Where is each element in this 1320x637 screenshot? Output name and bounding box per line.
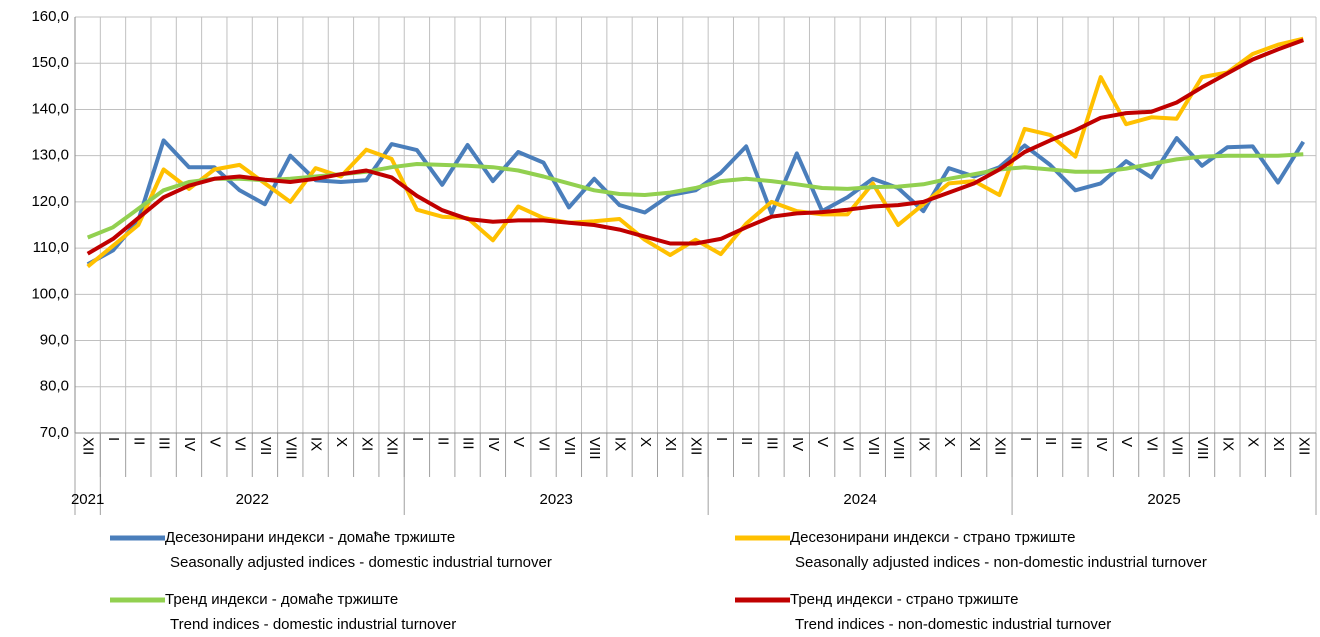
x-tick-label: X bbox=[1245, 437, 1262, 447]
x-tick-label: IX bbox=[1219, 437, 1236, 451]
x-tick-label: VI bbox=[1143, 437, 1160, 451]
x-tick-label: VII bbox=[257, 437, 274, 455]
x-tick-label: IV bbox=[181, 437, 198, 451]
y-tick-label: 90,0 bbox=[40, 332, 69, 349]
legend-label: Десезонирани индекси - страно тржиште bbox=[790, 529, 1076, 546]
x-tick-label: VI bbox=[536, 437, 553, 451]
x-tick-label: XII bbox=[991, 437, 1008, 455]
x-tick-label: IV bbox=[1093, 437, 1110, 451]
y-tick-label: 140,0 bbox=[31, 100, 69, 117]
x-tick-label: II bbox=[130, 437, 147, 445]
y-tick-label: 100,0 bbox=[31, 285, 69, 302]
x-tick-label: IV bbox=[485, 437, 502, 451]
x-tick-label: X bbox=[333, 437, 350, 447]
year-label: 2021 bbox=[71, 491, 104, 508]
series-line bbox=[86, 136, 1305, 267]
legend-label: Seasonally adjusted indices - domestic i… bbox=[170, 554, 552, 571]
x-tick-label: VII bbox=[865, 437, 882, 455]
legend-label: Trend indices - domestic industrial turn… bbox=[170, 616, 456, 632]
x-tick-label: I bbox=[713, 437, 730, 441]
x-tick-label: X bbox=[941, 437, 958, 447]
x-tick-label: IX bbox=[308, 437, 325, 451]
x-tick-label: II bbox=[434, 437, 451, 445]
x-tick-label: XII bbox=[80, 437, 97, 455]
legend-label: Тренд индекси - домаће тржиште bbox=[165, 591, 398, 608]
y-tick-label: 80,0 bbox=[40, 378, 69, 395]
y-tick-label: 150,0 bbox=[31, 54, 69, 71]
x-tick-label: VII bbox=[1169, 437, 1186, 455]
x-tick-label: III bbox=[460, 437, 477, 450]
x-tick-label: VIII bbox=[1194, 437, 1211, 460]
legend-label: Seasonally adjusted indices - non-domest… bbox=[795, 554, 1207, 571]
x-tick-label: VIII bbox=[586, 437, 603, 460]
x-tick-label: VIII bbox=[282, 437, 299, 460]
legend-label: Тренд индекси - страно тржиште bbox=[790, 591, 1018, 608]
x-tick-label: II bbox=[738, 437, 755, 445]
x-tick-label: V bbox=[1118, 437, 1135, 447]
x-tick-label: VIII bbox=[890, 437, 907, 460]
x-tick-label: III bbox=[1067, 437, 1084, 450]
year-label: 2024 bbox=[843, 491, 876, 508]
y-tick-label: 130,0 bbox=[31, 147, 69, 164]
x-tick-label: I bbox=[105, 437, 122, 441]
y-tick-label: 70,0 bbox=[40, 424, 69, 441]
legend-label: Trend indices - non-domestic industrial … bbox=[795, 616, 1111, 632]
x-tick-label: XI bbox=[358, 437, 375, 451]
x-tick-label: VII bbox=[561, 437, 578, 455]
y-tick-label: 110,0 bbox=[33, 239, 69, 256]
year-label: 2023 bbox=[540, 491, 573, 508]
x-tick-label: XII bbox=[688, 437, 705, 455]
x-tick-label: I bbox=[409, 437, 426, 441]
y-tick-label: 120,0 bbox=[31, 193, 69, 210]
x-tick-label: VI bbox=[232, 437, 249, 451]
x-tick-label: XI bbox=[662, 437, 679, 451]
x-tick-label: XII bbox=[384, 437, 401, 455]
x-tick-label: IX bbox=[915, 437, 932, 451]
y-tick-label: 160,0 bbox=[31, 8, 69, 25]
x-tick-label: X bbox=[637, 437, 654, 447]
x-tick-label: III bbox=[156, 437, 173, 450]
x-tick-label: V bbox=[510, 437, 527, 447]
x-tick-label: XI bbox=[1270, 437, 1287, 451]
x-tick-label: IX bbox=[612, 437, 629, 451]
series-line bbox=[86, 152, 1304, 240]
legend-label: Десезонирани индекси - домаће тржиште bbox=[165, 529, 455, 546]
x-tick-label: V bbox=[814, 437, 831, 447]
series-line bbox=[86, 38, 1304, 256]
x-tick-label: V bbox=[206, 437, 223, 447]
series-line bbox=[86, 36, 1304, 269]
x-tick-label: II bbox=[1042, 437, 1059, 445]
x-tick-label: I bbox=[1017, 437, 1034, 441]
year-label: 2025 bbox=[1147, 491, 1180, 508]
x-tick-label: IV bbox=[789, 437, 806, 451]
x-tick-label: XI bbox=[966, 437, 983, 451]
year-label: 2022 bbox=[236, 491, 269, 508]
x-tick-label: III bbox=[764, 437, 781, 450]
x-tick-label: XII bbox=[1295, 437, 1312, 455]
x-tick-label: VI bbox=[839, 437, 856, 451]
